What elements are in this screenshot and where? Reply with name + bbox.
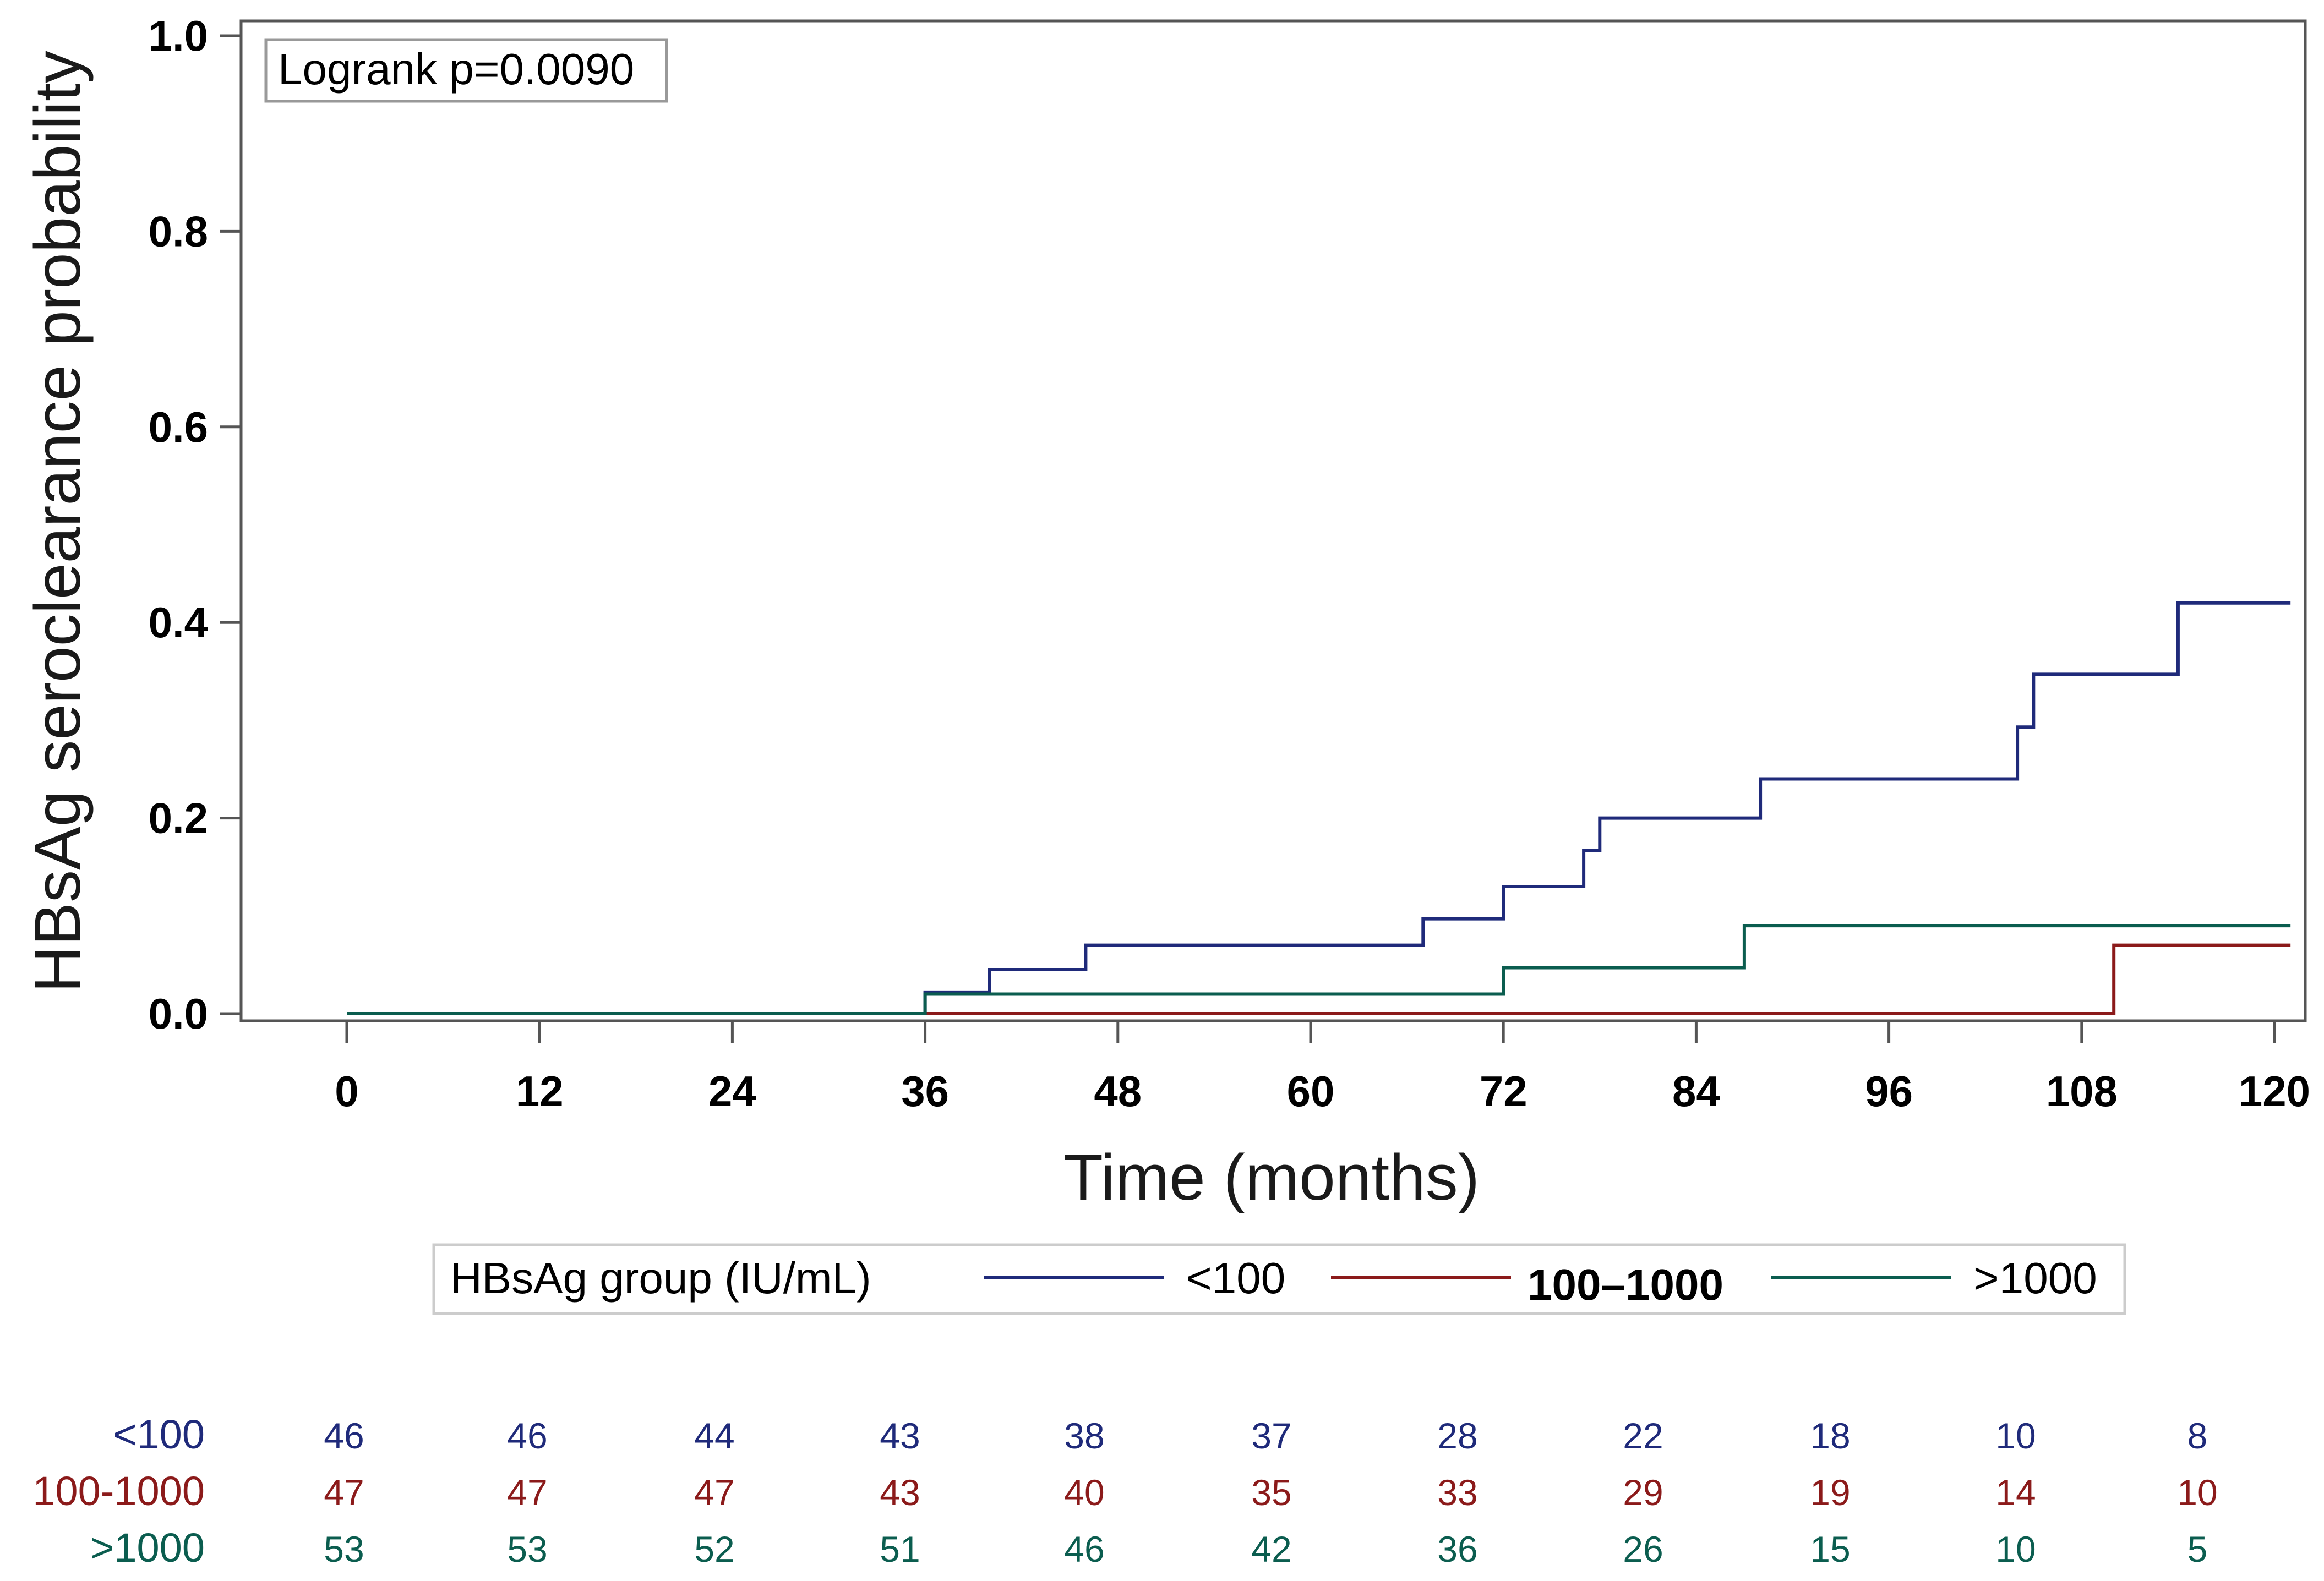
risk-count: 18 (1810, 1415, 1850, 1456)
y-axis: 0.0 0.2 0.4 0.6 0.8 1.0 (149, 12, 241, 1038)
series-line-1 (925, 943, 2291, 1015)
x-tick-label: 36 (901, 1067, 949, 1115)
legend: HBsAg group (IU/mL) <100 100–1000 >1000 (432, 1243, 2126, 1315)
risk-count: 46 (324, 1415, 364, 1456)
x-tick-label: 72 (1480, 1067, 1527, 1115)
x-axis: 0 12 24 36 48 60 72 84 96 108 120 (335, 1021, 2310, 1115)
legend-label: >1000 (1973, 1254, 2097, 1303)
legend-label: 100–1000 (1527, 1260, 1723, 1309)
risk-count: 38 (1064, 1415, 1104, 1456)
x-tick-label: 84 (1672, 1067, 1720, 1115)
risk-count: 42 (1251, 1529, 1291, 1569)
x-tick-label: 120 (2239, 1067, 2310, 1115)
risk-count: 47 (324, 1472, 364, 1513)
y-tick-label: 0.2 (149, 794, 208, 843)
risk-count: 29 (1623, 1472, 1663, 1513)
y-tick-label: 0.6 (149, 403, 208, 451)
risk-count: 19 (1810, 1472, 1850, 1513)
y-tick-label: 0.4 (149, 598, 208, 647)
risk-count: 51 (880, 1529, 920, 1569)
risk-count: 10 (1995, 1415, 2036, 1456)
risk-count: 46 (1064, 1529, 1104, 1569)
risk-table: <100 46 46 44 43 38 37 28 22 18 10 8 100-1000 47 47 47 4… (32, 1412, 2217, 1571)
risk-count: 52 (694, 1529, 734, 1569)
risk-count: 47 (507, 1472, 547, 1513)
risk-row-label: >1000 (90, 1525, 205, 1571)
risk-count: 40 (1064, 1472, 1104, 1513)
x-tick-label: 0 (335, 1067, 358, 1115)
y-axis-title: HBsAg seroclearance probability (21, 51, 94, 993)
risk-count: 36 (1437, 1529, 1477, 1569)
x-axis-title: Time (months) (1063, 1141, 1480, 1214)
x-tick-label: 48 (1094, 1067, 1142, 1115)
risk-count: 10 (1995, 1529, 2036, 1569)
risk-row-label: <100 (113, 1412, 205, 1457)
legend-title: HBsAg group (IU/mL) (450, 1254, 871, 1303)
x-tick-label: 12 (516, 1067, 564, 1115)
risk-row-label: 100-1000 (32, 1468, 205, 1514)
series-line-2 (347, 924, 2291, 1015)
risk-count: 53 (324, 1529, 364, 1569)
risk-count: 10 (2177, 1472, 2217, 1513)
risk-count: 44 (694, 1415, 734, 1456)
risk-count: 26 (1623, 1529, 1663, 1569)
x-tick-label: 108 (2046, 1067, 2118, 1115)
logrank-annotation: Logrank p=0.0090 (264, 38, 668, 103)
risk-count: 37 (1251, 1415, 1291, 1456)
annotation-box (264, 38, 668, 103)
risk-count: 8 (2187, 1415, 2208, 1456)
x-tick-label: 96 (1865, 1067, 1913, 1115)
risk-count: 46 (507, 1415, 547, 1456)
risk-count: 43 (880, 1472, 920, 1513)
legend-label: <100 (1186, 1254, 1285, 1303)
risk-count: 53 (507, 1529, 547, 1569)
series-line-0 (347, 601, 2291, 1015)
y-tick-label: 0.0 (149, 989, 208, 1038)
risk-count: 15 (1810, 1529, 1850, 1569)
risk-count: 14 (1995, 1472, 2036, 1513)
risk-count: 22 (1623, 1415, 1663, 1456)
risk-count: 5 (2187, 1529, 2208, 1569)
annotation-text: Logrank p=0.0090 (278, 45, 634, 94)
y-tick-label: 0.8 (149, 207, 208, 255)
x-tick-label: 24 (708, 1067, 756, 1115)
risk-count: 33 (1437, 1472, 1477, 1513)
risk-count: 47 (694, 1472, 734, 1513)
risk-count: 43 (880, 1415, 920, 1456)
series-layer (347, 601, 2291, 1015)
x-tick-label: 60 (1287, 1067, 1335, 1115)
plot-frame (239, 19, 2307, 1022)
risk-count: 35 (1251, 1472, 1291, 1513)
legend-items: <100 100–1000 >1000 (984, 1254, 2097, 1309)
risk-count: 28 (1437, 1415, 1477, 1456)
y-tick-label: 1.0 (149, 12, 208, 60)
